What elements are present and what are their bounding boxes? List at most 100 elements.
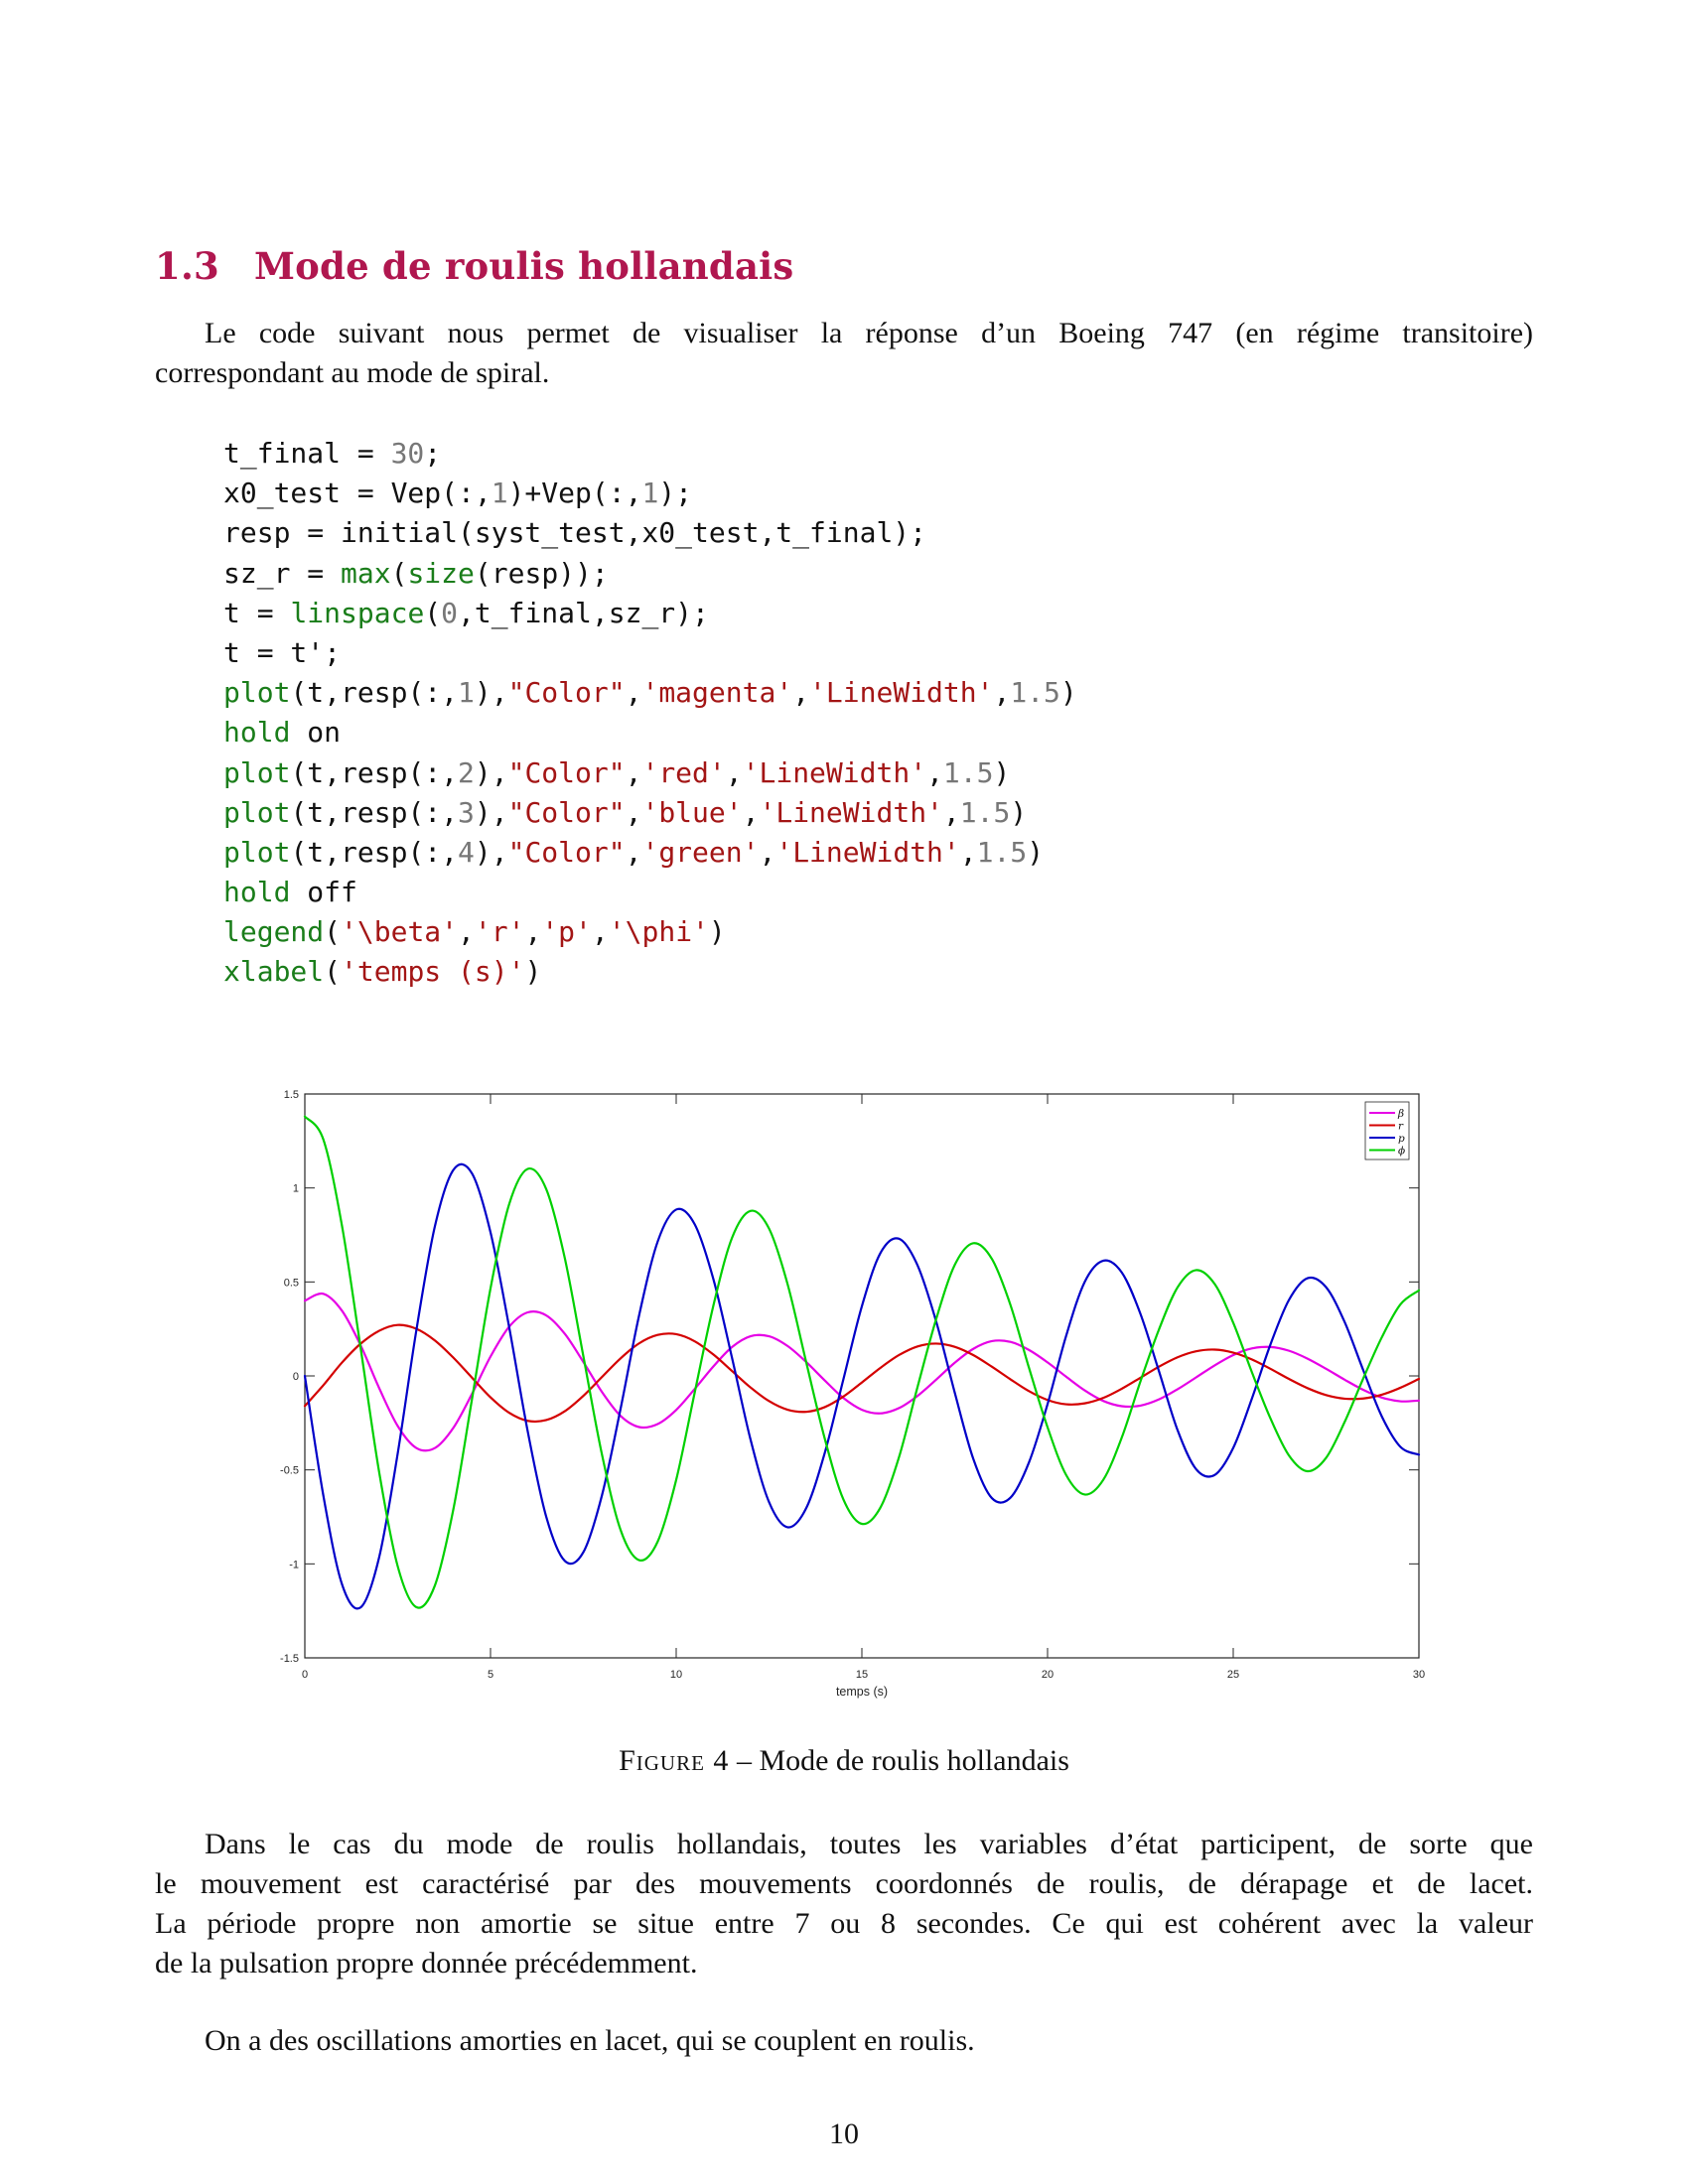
code-line: t = t'; (223, 633, 1077, 673)
legend-label: ϕ (1398, 1146, 1405, 1158)
code-token: off (290, 876, 357, 909)
code-token: ) (524, 955, 542, 989)
x-tick-label: 20 (1042, 1669, 1054, 1681)
code-token: 4 (458, 835, 475, 869)
code-token: "Color" (507, 676, 626, 710)
code-token: 'LineWidth' (759, 795, 943, 829)
line-chart: 0 5 10 15 20 25 30 1.5 1 0.5 0 -0.5 -1 -1.5 temps (s) β… (280, 1089, 1425, 1699)
y-tick-label: -0.5 (280, 1465, 299, 1477)
code-token: resp = initial(syst_test,x0_test,t_final… (223, 516, 927, 550)
code-token: , (959, 835, 977, 869)
y-tick-label: 0.5 (284, 1277, 299, 1289)
y-tick-label: -1 (289, 1559, 299, 1570)
discussion-line-3: La période propre non amortie se situe e… (155, 1907, 1533, 1940)
code-token: sz_r = (223, 556, 342, 590)
code-token: (t,resp(:, (290, 835, 459, 869)
figure-caption: Figure 4 – Mode de roulis hollandais (0, 1744, 1688, 1778)
code-token: , (458, 915, 475, 949)
code-token: , (942, 795, 960, 829)
code-token: max (341, 556, 391, 590)
code-line: t_final = 30; (223, 434, 1077, 474)
code-token: 'LineWidth' (809, 676, 994, 710)
code-token: ) (708, 915, 726, 949)
code-token: , (625, 795, 642, 829)
code-token: ) (993, 755, 1011, 789)
code-token: '\beta' (341, 915, 459, 949)
code-token: on (290, 716, 342, 750)
conclusion-paragraph: On a des oscillations amorties en lacet,… (155, 2021, 1533, 2061)
conclusion-line: On a des oscillations amorties en lacet,… (205, 2024, 975, 2057)
code-line: legend('\beta','r','p','\phi') (223, 912, 1077, 952)
code-token: t = t'; (223, 635, 342, 669)
code-token: 30 (390, 437, 425, 470)
code-token: 1 (641, 477, 659, 510)
code-token: 1.5 (976, 835, 1028, 869)
code-token: plot (223, 676, 291, 710)
x-tick-label: 30 (1413, 1669, 1425, 1681)
code-token: "Color" (507, 755, 626, 789)
code-line: resp = initial(syst_test,x0_test,t_final… (223, 513, 1077, 553)
x-tick-label: 10 (670, 1669, 682, 1681)
code-token: 'blue' (641, 795, 743, 829)
code-token: plot (223, 835, 291, 869)
code-token: , (625, 755, 642, 789)
code-token: 1.5 (1010, 676, 1060, 710)
y-tick-label: -1.5 (280, 1653, 299, 1665)
code-token: 'red' (641, 755, 726, 789)
code-token: 1.5 (959, 795, 1011, 829)
plot-area (304, 1093, 1420, 1659)
discussion-line-2: le mouvement est caractérisé par des mou… (155, 1867, 1533, 1900)
code-token: , (524, 915, 542, 949)
caption-text: – Mode de roulis hollandais (729, 1744, 1069, 1777)
code-token: plot (223, 795, 291, 829)
code-token: , (742, 795, 760, 829)
y-tick-label: 1 (293, 1183, 299, 1195)
code-line: hold on (223, 713, 1077, 752)
x-tick-label: 15 (856, 1669, 868, 1681)
code-token: )+Vep(:, (507, 477, 642, 510)
series-line-p (303, 1162, 1421, 1610)
code-token: ,t_final,sz_r); (458, 596, 709, 629)
y-tick-label: 1.5 (284, 1089, 299, 1101)
code-token: hold (223, 716, 291, 750)
legend-label: r (1398, 1121, 1404, 1133)
figure-4: 0 5 10 15 20 25 30 1.5 1 0.5 0 -0.5 -1 -1.5 temps (s) β… (253, 1082, 1445, 1717)
intro-line-1: Le code suivant nous permet de visualise… (205, 317, 1533, 349)
discussion-line-1: Dans le cas du mode de roulis hollandais… (205, 1828, 1533, 1860)
series-line-ϕ (303, 1115, 1421, 1609)
code-token: plot (223, 755, 291, 789)
code-token: (t,resp(:, (290, 676, 459, 710)
page-number: 10 (829, 2117, 859, 2150)
code-token: size (407, 556, 475, 590)
code-token: , (759, 835, 776, 869)
code-token: 'LineWidth' (742, 755, 927, 789)
code-token: , (993, 676, 1011, 710)
code-token: ( (324, 955, 342, 989)
x-tick-label: 5 (488, 1669, 493, 1681)
legend-label: p (1398, 1133, 1405, 1145)
code-line: sz_r = max(size(resp)); (223, 554, 1077, 594)
code-token: ), (474, 755, 508, 789)
code-token: , (625, 835, 642, 869)
code-line: t = linspace(0,t_final,sz_r); (223, 594, 1077, 633)
series-line-β (303, 1292, 1421, 1452)
code-line: plot(t,resp(:,3),"Color",'blue','LineWid… (223, 793, 1077, 833)
code-line: plot(t,resp(:,2),"Color",'red','LineWidt… (223, 753, 1077, 793)
code-line: plot(t,resp(:,1),"Color",'magenta','Line… (223, 673, 1077, 713)
code-token: 'temps (s)' (341, 955, 525, 989)
code-line: xlabel('temps (s)') (223, 952, 1077, 992)
code-token: ); (658, 477, 693, 510)
code-token: linspace (290, 596, 425, 629)
code-token: '\phi' (608, 915, 709, 949)
code-token: (t,resp(:, (290, 755, 459, 789)
code-token: ), (474, 676, 508, 710)
code-token: 0 (441, 596, 459, 629)
code-token: 2 (458, 755, 475, 789)
section-title: Mode de roulis hollandais (254, 244, 794, 288)
code-token: , (591, 915, 609, 949)
code-token: ; (424, 437, 442, 470)
code-token: t = (223, 596, 291, 629)
caption-label: Figure 4 (619, 1744, 730, 1777)
matlab-code-block: t_final = 30; x0_test = Vep(:,1)+Vep(:,1)… (223, 434, 1077, 993)
intro-line-2: correspondant au mode de spiral. (155, 356, 550, 389)
